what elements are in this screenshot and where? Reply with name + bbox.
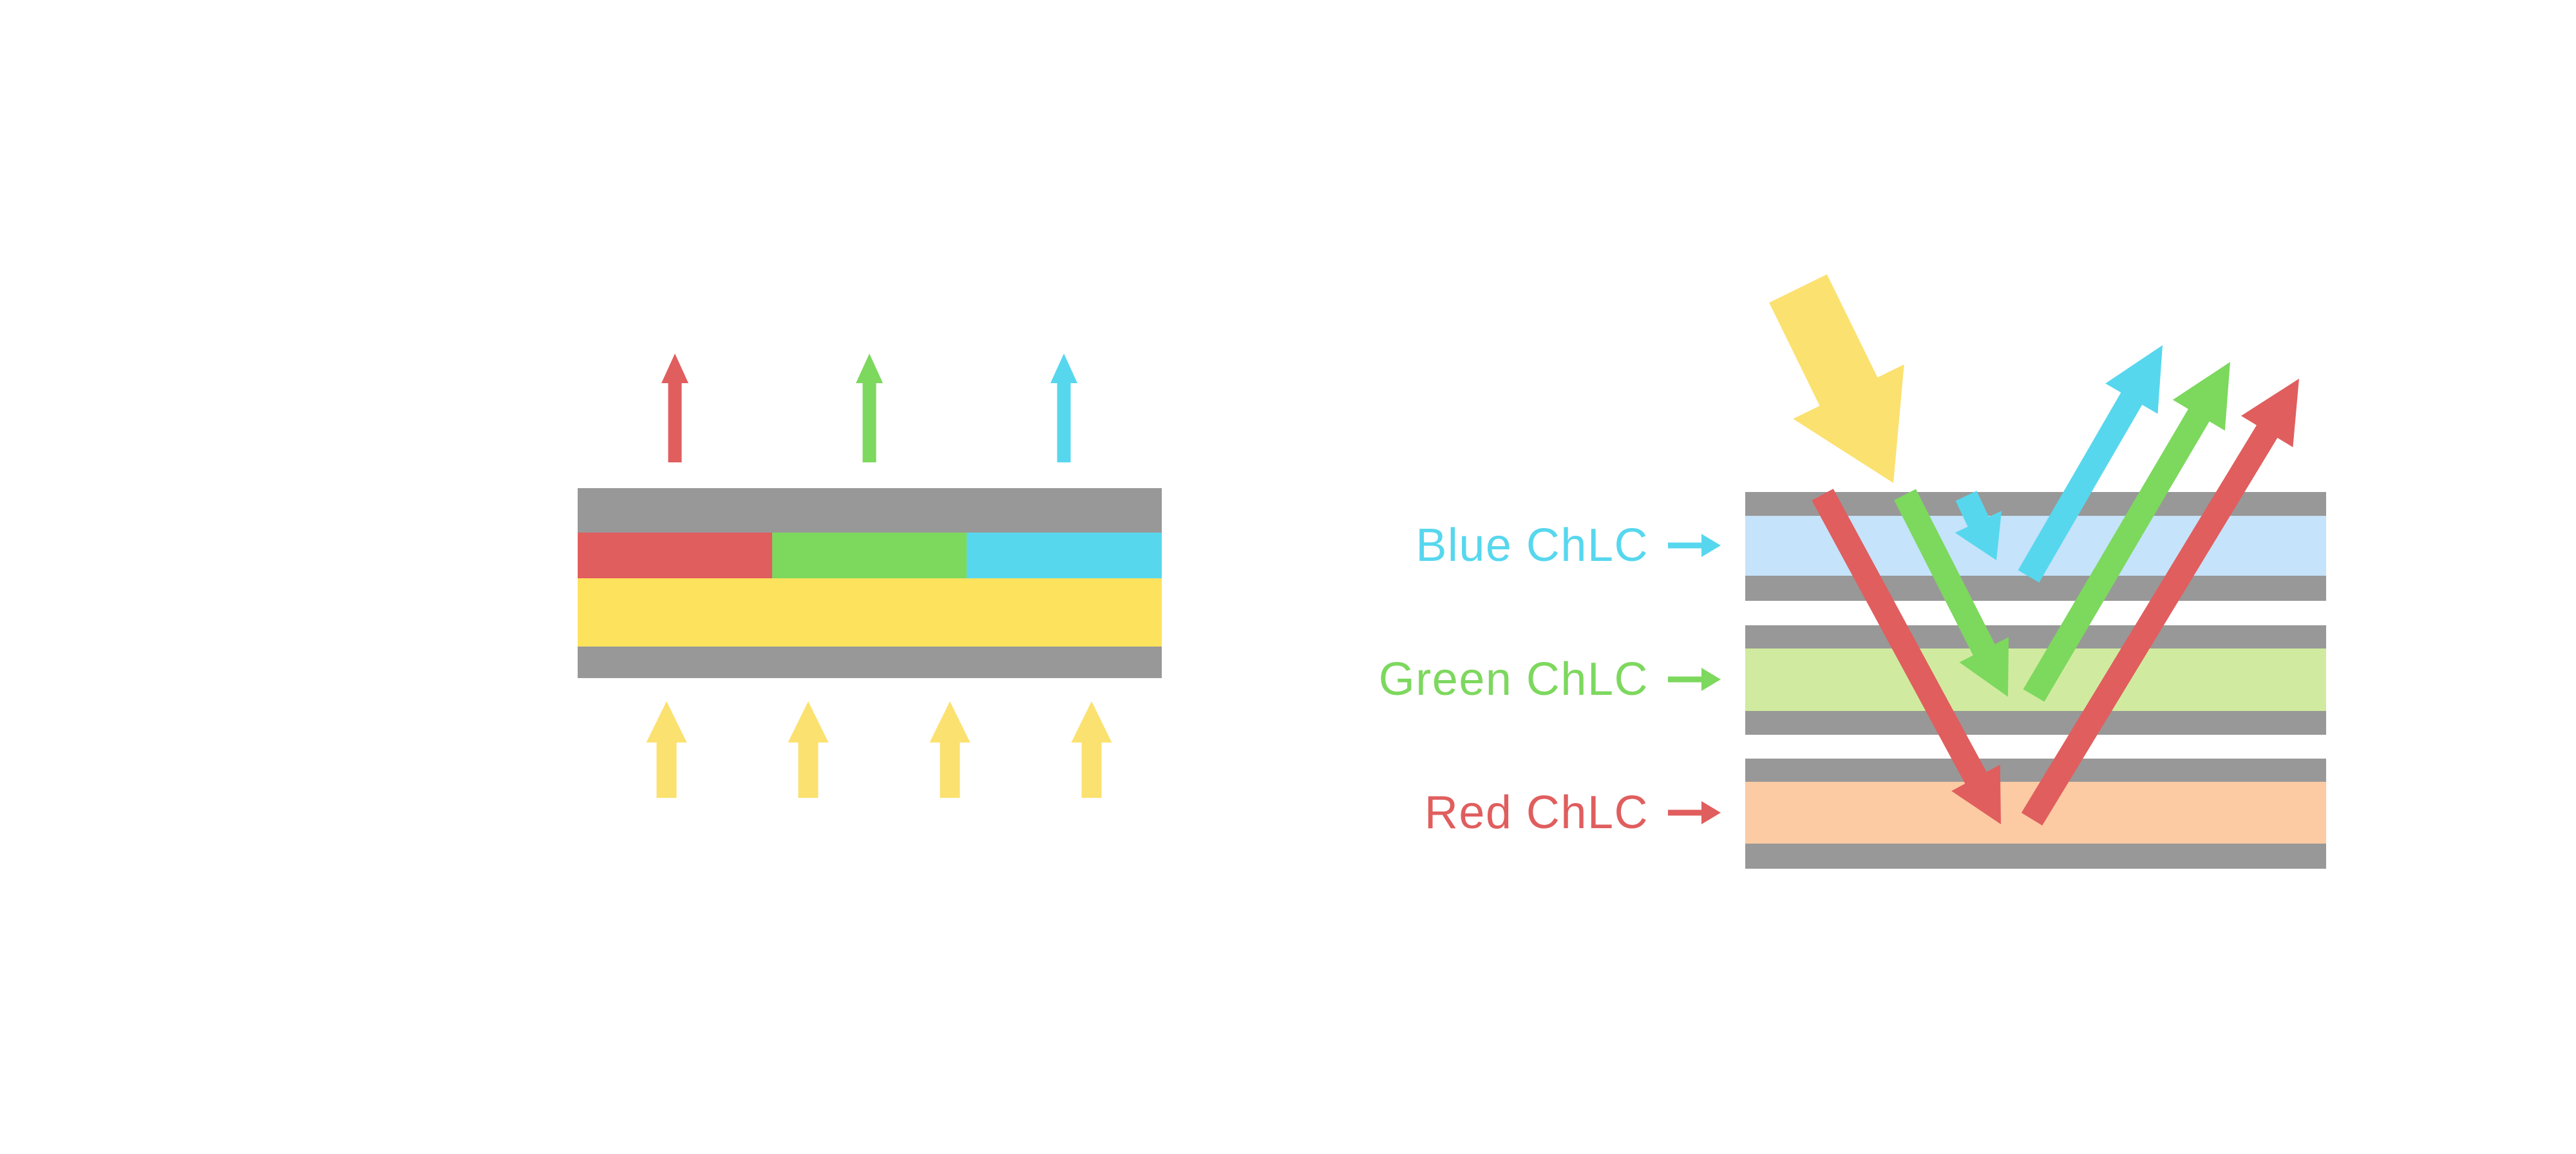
emitted-red-arrow (661, 354, 688, 462)
incident-yellow-arrow-3 (929, 701, 971, 798)
ray-green-up (2023, 362, 2230, 702)
left-blue-pixel-segment (967, 533, 1162, 578)
incident-yellow-arrow-2 (788, 701, 829, 798)
ray-green-down (1894, 489, 2009, 697)
left-top-substrate-bar (578, 488, 1162, 533)
blue-chlc-label: Blue ChLC (1416, 520, 1649, 571)
green-label-arrow (1668, 668, 1721, 691)
ray-blue-up (2018, 345, 2163, 583)
ray-red-up (2021, 379, 2299, 826)
left-yellow-layer (578, 578, 1162, 647)
incident-white-light-arrow (1769, 274, 1904, 483)
red-chlc-bottom-glass (1745, 844, 2326, 869)
red-label-arrow (1668, 801, 1721, 824)
green-chlc-label: Green ChLC (1378, 654, 1649, 705)
emitted-green-arrow (856, 354, 883, 462)
left-green-pixel-segment (772, 533, 967, 578)
incident-yellow-arrow-4 (1071, 701, 1112, 798)
red-chlc-label: Red ChLC (1424, 787, 1649, 838)
emitted-blue-arrow (1050, 354, 1077, 462)
incident-yellow-arrow-1 (646, 701, 687, 798)
red-chlc-top-glass (1745, 759, 2326, 782)
blue-label-arrow (1668, 534, 1721, 557)
green-chlc-bottom-glass (1745, 711, 2326, 735)
green-chlc-top-glass (1745, 625, 2326, 648)
ray-blue-down (1955, 491, 2002, 560)
ray-red-down (1812, 489, 2001, 824)
left-red-pixel-segment (578, 533, 772, 578)
left-bottom-substrate-bar (578, 647, 1162, 678)
